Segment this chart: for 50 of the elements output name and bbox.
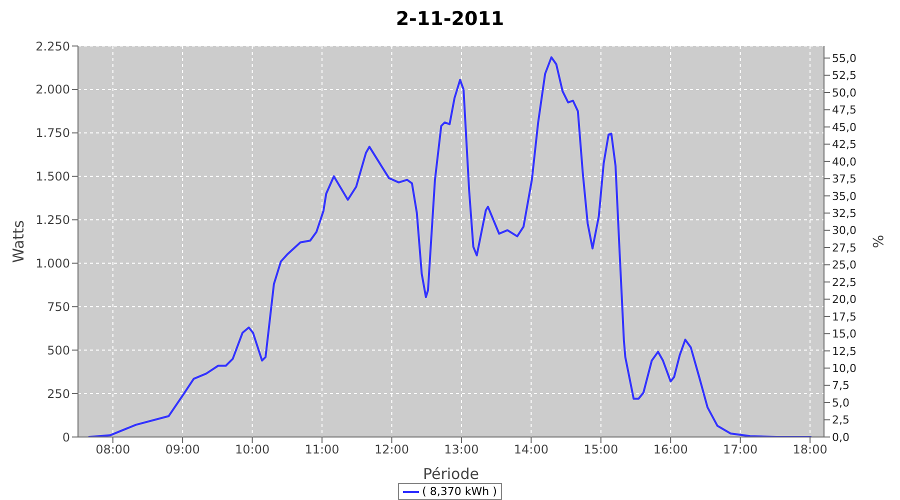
y-axis-title: Watts <box>9 220 28 263</box>
x-tick-label: 12:00 <box>374 442 410 457</box>
y2-tick-label: 2,5 <box>832 414 850 427</box>
y2-tick-label: 15,0 <box>832 328 856 341</box>
y2-axis-title: % <box>869 234 886 248</box>
y2-tick-label: 55,0 <box>832 52 856 65</box>
x-tick-label: 10:00 <box>235 442 270 457</box>
y2-tick-label: 17,5 <box>832 310 856 324</box>
y2-tick-label: 27,5 <box>832 241 856 254</box>
y-tick-label: 1.500 <box>36 170 70 184</box>
y-tick-label: 0 <box>62 430 70 444</box>
x-tick-label: 14:00 <box>514 442 548 457</box>
x-tick-label: 13:00 <box>444 442 479 457</box>
x-axis-title: Période <box>422 465 480 483</box>
y2-tick-label: 7,5 <box>832 379 850 392</box>
y2-tick-label: 37,5 <box>832 172 856 186</box>
legend-label: ( 8,370 kWh ) <box>422 485 497 498</box>
y-tick-label: 1.000 <box>36 256 70 270</box>
chart-title: 2-11-2011 <box>394 8 506 32</box>
y-tick-label: 500 <box>47 343 70 358</box>
y2-tick-label: 0,0 <box>832 430 850 444</box>
y2-tick-label: 40,0 <box>832 155 856 168</box>
line-series <box>87 56 812 437</box>
y2-tick-label: 30,0 <box>832 224 856 238</box>
y2-tick-label: 5,0 <box>832 396 850 410</box>
y-tick-label: 2.000 <box>36 82 70 97</box>
y-tick-label: 2.250 <box>36 39 70 54</box>
y2-tick-label: 22,5 <box>832 276 856 289</box>
y-tick-label: 250 <box>47 386 70 401</box>
y-tick-label: 750 <box>47 300 70 314</box>
x-tick-label: 11:00 <box>304 442 340 457</box>
y2-tick-label: 35,0 <box>832 190 856 203</box>
y2-tick-label: 52,5 <box>832 69 856 82</box>
y2-tick-label: 12,5 <box>832 344 856 358</box>
x-tick-label: 18:00 <box>792 442 828 457</box>
y2-tick-label: 47,5 <box>832 104 856 117</box>
y2-tick-label: 32,5 <box>832 206 856 220</box>
y2-tick-label: 20,0 <box>832 293 856 306</box>
y2-tick-label: 50,0 <box>832 86 856 100</box>
x-tick-label: 16:00 <box>653 442 688 457</box>
y2-tick-label: 10,0 <box>832 362 856 376</box>
y-tick-label: 1.250 <box>36 213 70 228</box>
y2-tick-label: 42,5 <box>832 138 856 152</box>
x-tick-label: 09:00 <box>165 442 200 457</box>
x-tick-label: 15:00 <box>584 442 618 457</box>
y2-tick-label: 45,0 <box>832 120 856 134</box>
x-tick-label: 08:00 <box>96 442 130 457</box>
y-tick-label: 1.750 <box>36 126 70 140</box>
x-tick-label: 17:00 <box>723 442 758 457</box>
y2-tick-label: 25,0 <box>832 258 856 272</box>
